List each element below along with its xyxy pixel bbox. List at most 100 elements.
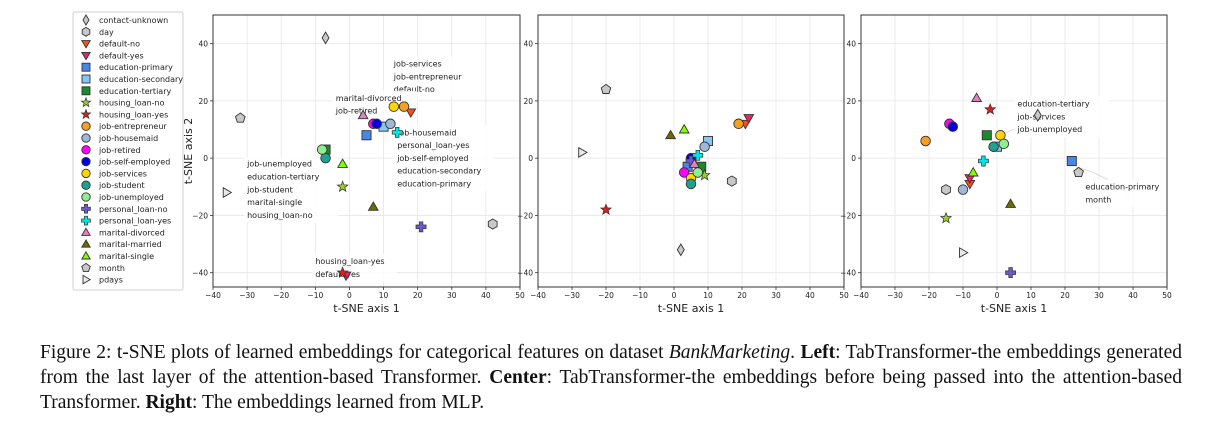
x-axis-label: t-SNE axis 1: [658, 302, 724, 315]
y-tick-label: 20: [846, 97, 856, 106]
x-tick-label: −40: [853, 291, 869, 300]
annotations: education-tertiary job-services job-unempl…: [1000, 96, 1172, 208]
x-tick-label: 20: [737, 291, 747, 300]
annotation-background: [244, 156, 339, 223]
point-contact-unknown: [1033, 108, 1042, 122]
legend-marker-marital-married: [81, 239, 91, 248]
point-marital-single: [967, 166, 979, 177]
x-tick-label: 40: [1128, 291, 1138, 300]
legend-marker-housing-loan-no: [80, 96, 92, 108]
legend-entry-job-retired: job-retired: [81, 145, 141, 155]
legend-entry-housing-loan-no: housing_loan-no: [80, 96, 165, 108]
legend-marker-job-retired: [81, 145, 91, 155]
point-job-unemployed: [692, 167, 704, 178]
x-axis-label: t-SNE axis 1: [981, 302, 1047, 315]
annotation-label: job-services: [1016, 112, 1065, 121]
legend-label: personal_loan-no: [99, 205, 168, 214]
point-marital-married: [367, 201, 379, 211]
point-job-entrepreneur: [398, 101, 410, 112]
legend-label: job-services: [98, 169, 147, 178]
annotation-box: job-services job-entrepreneur default-no: [390, 56, 476, 97]
x-tick-label: −20: [273, 291, 289, 300]
x-tick-label: 10: [1026, 291, 1036, 300]
x-tick-label: 50: [1162, 291, 1172, 300]
annotation-label: housing_loan-yes: [315, 257, 384, 266]
legend-marker-education-secondary: [81, 74, 91, 84]
point-personal-loan-no: [415, 221, 427, 233]
point-job-entrepreneur: [920, 135, 931, 147]
legend-entry-day: day: [81, 26, 114, 37]
legend-label: marital-divorced: [99, 228, 165, 237]
legend-label: day: [99, 28, 114, 37]
point-education-primary: [1066, 156, 1077, 167]
legend-entry-education-primary: education-primary: [81, 62, 173, 72]
legend-label: job-retired: [98, 146, 141, 155]
point-housing-loan-yes: [599, 203, 613, 216]
point-housing-loan-no: [336, 180, 349, 193]
legend-label: personal_loan-yes: [99, 217, 171, 226]
point-default-no: [405, 108, 417, 118]
y-tick-label: 0: [203, 154, 208, 163]
annotation-label: default-no: [394, 85, 435, 94]
panel-1: −40 −30 −20 −10 0 10 20 30 40 50 −40 −20 0 20 40 t-SNE …: [182, 14, 525, 315]
legend-entry-default-no: default-no: [81, 40, 140, 49]
annotation-label: personal_loan-yes: [397, 141, 469, 150]
x-tick-label: 30: [771, 291, 781, 300]
y-tick-label: −40: [192, 269, 208, 278]
y-tick-label: −20: [517, 211, 533, 220]
legend-label: education-secondary: [99, 75, 183, 84]
x-axis-label: t-SNE axis 1: [333, 302, 399, 315]
caption-figure-label: Figure 2:: [40, 342, 112, 363]
legend-entry-personal-loan-no: personal_loan-no: [81, 204, 168, 214]
y-tick-label: 40: [198, 40, 208, 49]
legend-frame: [72, 11, 184, 291]
legend-entry-job-student: job-student: [81, 180, 145, 190]
point-month: [234, 112, 246, 123]
legend-marker-default-no: [81, 40, 91, 49]
legend-marker-job-housemaid: [81, 133, 91, 143]
point-job-student: [988, 141, 999, 152]
point-month: [1073, 166, 1084, 178]
point-personal-loan-yes: [692, 149, 704, 161]
y-tick-label: 0: [851, 154, 856, 163]
legend-label: default-yes: [99, 51, 144, 60]
y-tick-label: −20: [192, 211, 208, 220]
legend-label: job-unemployed: [98, 193, 164, 202]
point-contact-unknown: [321, 31, 330, 45]
legend-entry-housing-loan-yes: housing_loan-yes: [80, 108, 168, 119]
tsne-figure: contact-unknown day default-no default-yes e…: [72, 11, 1172, 315]
legend-entry-marital-married: marital-married: [81, 239, 162, 249]
x-tick-label: 0: [672, 291, 677, 300]
legend-marker-education-primary: [81, 62, 91, 72]
plot-frame: [860, 14, 1168, 288]
x-tick-label: −30: [564, 291, 580, 300]
point-pdays: [959, 247, 969, 259]
x-tick-label: 10: [703, 291, 713, 300]
y-tick-label: −20: [840, 211, 856, 220]
point-job-unemployed: [316, 144, 328, 155]
annotation-background: [394, 125, 494, 192]
point-housing-loan-no: [939, 211, 953, 224]
caption-center-label: Center: [489, 367, 547, 388]
point-marital-single: [337, 158, 349, 168]
x-tick-label: 20: [413, 291, 423, 300]
point-job-housemaid: [957, 184, 969, 195]
x-tick-label: 20: [1060, 291, 1070, 300]
y-tick-label: −40: [840, 269, 856, 278]
point-day: [487, 218, 498, 230]
legend-marker-marital-divorced: [81, 227, 91, 236]
point-marital-divorced: [357, 109, 369, 120]
legend-label: job-student: [98, 181, 145, 190]
point-job-services: [388, 101, 400, 112]
point-contact-unknown: [676, 243, 685, 257]
x-tick-label: −20: [921, 291, 937, 300]
legend-label: housing_loan-no: [99, 99, 165, 108]
figure-caption: Figure 2: t-SNE plots of learned embeddi…: [40, 340, 1182, 415]
legend-marker-day: [81, 26, 91, 37]
annotation-label: job-retired: [335, 107, 378, 116]
point-job-unemployed: [998, 138, 1010, 150]
caption-text-2: .: [790, 342, 801, 363]
legend-label: month: [99, 264, 125, 273]
legend-marker-personal-loan-yes: [81, 215, 91, 226]
legend-marker-job-self-employed: [81, 156, 91, 167]
